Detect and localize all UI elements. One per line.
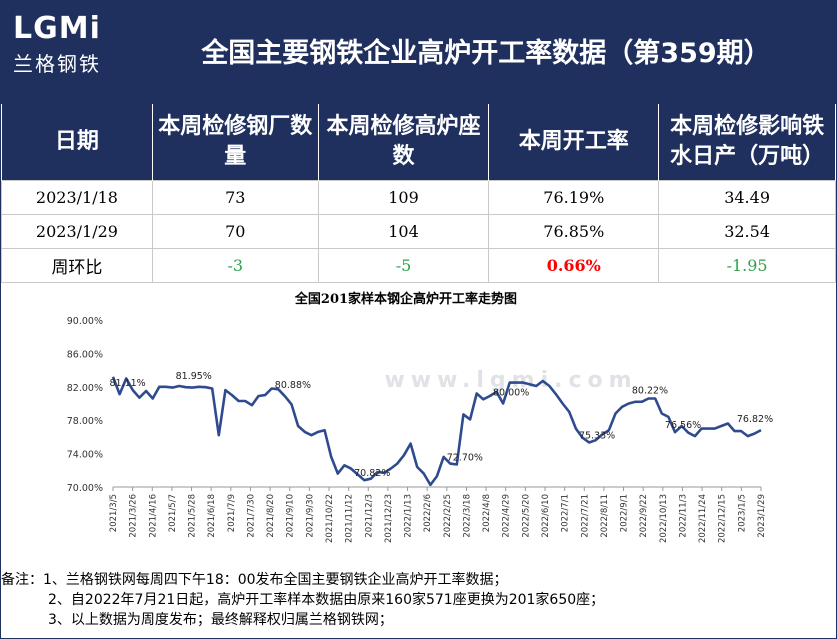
header-furnaces: 本周检修高炉座数 xyxy=(317,104,490,181)
x-tick-label: 2021/12/23 xyxy=(384,494,394,543)
cell-furnaces: 109 xyxy=(317,180,490,215)
data-label: 70.82% xyxy=(354,468,390,479)
note-line: 3、以上数据为周度发布；最终解释权归属兰格钢铁网； xyxy=(48,612,393,628)
x-tick-label: 2022/9/22 xyxy=(639,494,649,538)
y-tick-label: 82.00% xyxy=(67,383,103,394)
cell-output: 34.49 xyxy=(658,180,836,215)
cell-rate: 76.85% xyxy=(488,214,660,249)
x-tick-label: 2022/4/8 xyxy=(482,494,492,532)
data-label: 80.88% xyxy=(275,380,311,391)
x-tick-label: 2022/7/21 xyxy=(580,494,590,538)
cell-output-change: -1.95 xyxy=(658,248,836,283)
x-tick-label: 2023/1/29 xyxy=(757,494,767,538)
x-tick-label: 2022/2/25 xyxy=(443,494,453,538)
x-tick-label: 2021/9/30 xyxy=(305,494,315,538)
x-axis: 2021/3/5 2021/3/26 2021/4/16 2021/5/7 2021/5… xyxy=(109,486,767,543)
report-header: LGMi 兰格钢铁 全国主要钢铁企业高炉开工率数据（第359期） xyxy=(1,1,836,104)
x-tick-label: 2021/6/18 xyxy=(207,494,217,538)
x-tick-label: 2021/11/12 xyxy=(345,494,355,543)
y-tick-label: 78.00% xyxy=(67,416,103,427)
y-tick-label: 70.00% xyxy=(67,483,103,494)
data-label: 76.82% xyxy=(737,414,773,425)
x-tick-label: 2021/9/10 xyxy=(286,494,296,538)
x-tick-label: 2022/9/1 xyxy=(620,494,630,532)
y-tick-label: 90.00% xyxy=(67,316,103,327)
x-tick-label: 2022/10/13 xyxy=(659,494,669,543)
x-tick-label: 2022/2/6 xyxy=(423,494,433,532)
cell-date: 2023/1/18 xyxy=(1,180,153,215)
table-row: 2023/1/18 73 109 76.19% 34.49 xyxy=(1,180,836,215)
data-labels: 81.11% 81.95% 80.88% 70.82% 72.70% 80.00% 75.3… xyxy=(109,371,773,479)
table-row-change: 周环比 -3 -5 0.66% -1.95 xyxy=(1,248,836,283)
logo-brand: LGMi xyxy=(13,11,101,46)
cell-rate-change: 0.66% xyxy=(488,248,660,283)
cell-mills: 73 xyxy=(151,180,319,215)
x-tick-label: 2022/4/29 xyxy=(502,494,512,538)
x-tick-label: 2021/5/7 xyxy=(168,494,178,532)
table-header-row: 日期 本周检修钢厂数量 本周检修高炉座数 本周开工率 本周检修影响铁水日产（万吨… xyxy=(1,104,836,181)
x-tick-label: 2022/3/18 xyxy=(462,494,472,538)
x-tick-label: 2021/10/22 xyxy=(325,494,335,543)
x-tick-label: 2021/4/16 xyxy=(148,494,158,538)
x-tick-label: 2022/1/13 xyxy=(404,494,414,538)
data-label: 76.56% xyxy=(665,420,701,431)
rate-trend-chart: 全国201家样本钢企高炉开工率走势图 www.lgmi.com 70.00%74… xyxy=(67,291,773,543)
data-label: 81.95% xyxy=(176,371,212,382)
x-tick-label: 2022/8/11 xyxy=(600,494,610,538)
header-rate: 本周开工率 xyxy=(488,104,660,181)
cell-mills-change: -3 xyxy=(151,248,319,283)
x-tick-label: 2022/11/24 xyxy=(698,494,708,543)
data-label: 80.22% xyxy=(632,386,668,397)
x-tick-label: 2021/7/9 xyxy=(227,494,237,532)
data-label: 75.33% xyxy=(579,430,615,441)
x-tick-label: 2021/8/20 xyxy=(266,494,276,538)
note-line: 2、自2022年7月21日起，高炉开工率样本数据由原来160家571座更换为20… xyxy=(48,592,605,608)
y-tick-label: 74.00% xyxy=(67,450,103,461)
x-tick-label: 2022/5/20 xyxy=(521,494,531,538)
data-label: 72.70% xyxy=(447,452,483,463)
cell-change-label: 周环比 xyxy=(1,248,153,283)
cell-date: 2023/1/29 xyxy=(1,214,153,249)
chart-title: 全国201家样本钢企高炉开工率走势图 xyxy=(294,291,517,307)
x-tick-label: 2021/3/26 xyxy=(129,494,139,538)
series-line xyxy=(111,376,762,487)
x-tick-label: 2022/12/15 xyxy=(718,494,728,543)
cell-furnaces: 104 xyxy=(317,214,490,249)
x-tick-label: 2023/1/5 xyxy=(737,494,747,532)
y-axis: 70.00% 74.00% 78.00% 82.00% 86.00% 90.00% xyxy=(67,316,103,494)
x-tick-label: 2022/6/10 xyxy=(541,494,551,538)
y-tick-label: 86.00% xyxy=(67,349,103,360)
cell-output: 32.54 xyxy=(658,214,836,249)
cell-mills: 70 xyxy=(151,214,319,249)
x-tick-label: 2022/7/1 xyxy=(561,494,571,532)
page-title: 全国主要钢铁企业高炉开工率数据（第359期） xyxy=(201,38,771,69)
x-tick-label: 2022/11/3 xyxy=(678,494,688,538)
header-mills: 本周检修钢厂数量 xyxy=(151,104,319,181)
logo-subtitle: 兰格钢铁 xyxy=(13,52,101,76)
x-tick-label: 2021/5/28 xyxy=(188,494,198,538)
note-line: 备注：1、兰格钢铁网每周四下午18：00发布全国主要钢铁企业高炉开工率数据； xyxy=(1,572,508,588)
rate-table: 日期 本周检修钢厂数量 本周检修高炉座数 本周开工率 本周检修影响铁水日产（万吨… xyxy=(1,104,836,283)
series-line-path xyxy=(111,376,762,487)
lgmi-logo: LGMi 兰格钢铁 xyxy=(13,11,103,91)
x-tick-label: 2021/12/3 xyxy=(364,494,374,538)
table-row: 2023/1/29 70 104 76.85% 32.54 xyxy=(1,214,836,249)
data-label: 81.11% xyxy=(109,378,145,389)
header-output: 本周检修影响铁水日产（万吨） xyxy=(658,104,836,181)
notes: 备注：1、兰格钢铁网每周四下午18：00发布全国主要钢铁企业高炉开工率数据； 2… xyxy=(1,570,836,637)
data-label: 80.00% xyxy=(493,388,529,399)
x-tick-label: 2021/3/5 xyxy=(109,494,119,532)
cell-rate: 76.19% xyxy=(488,180,660,215)
header-date: 日期 xyxy=(1,104,153,181)
x-tick-label: 2021/7/30 xyxy=(246,494,256,538)
